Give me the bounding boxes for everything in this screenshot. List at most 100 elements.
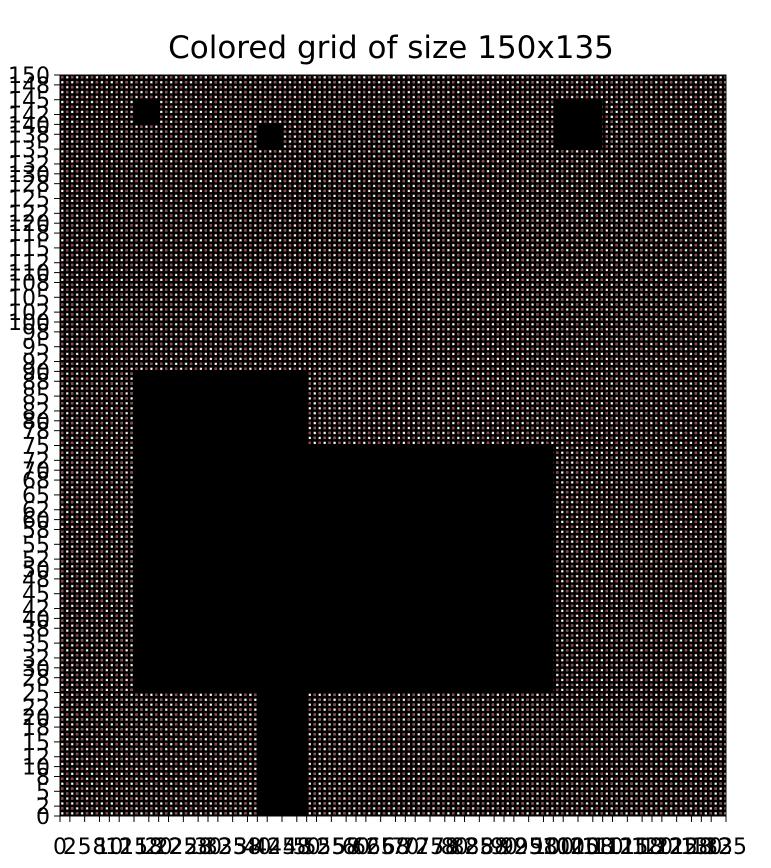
y-tick-label: 60 <box>22 509 50 534</box>
x-tick-label: 40 <box>243 835 271 860</box>
y-tick-label: 80 <box>22 410 50 435</box>
x-tick-label: 90 <box>490 835 518 860</box>
y-tick-label: 25 <box>22 682 50 707</box>
x-tick-label: 120 <box>631 835 673 860</box>
black-blocks <box>134 99 603 816</box>
x-tick-label: 18 <box>135 835 163 860</box>
x-tick-label: 85 <box>465 835 493 860</box>
y-tick-label: 30 <box>22 657 50 682</box>
black-block <box>257 692 307 816</box>
x-tick-label: 62 <box>352 835 380 860</box>
y-tick-label: 2 <box>36 795 50 820</box>
y-tick-label: 112 <box>8 252 50 277</box>
x-tick-label: 105 <box>557 835 599 860</box>
x-tick-label: 2 <box>63 835 77 860</box>
y-tick-label: 52 <box>22 548 50 573</box>
x-tick-label: 42 <box>253 835 281 860</box>
black-block <box>134 99 159 125</box>
y-tick-label: 12 <box>22 746 50 771</box>
plot-area <box>59 74 727 817</box>
x-tick-label: 30 <box>194 835 222 860</box>
y-tick-label: 92 <box>22 351 50 376</box>
x-axis: 02 5 8101215182022252830323538404245485052… <box>53 816 747 860</box>
y-tick-label: 110 <box>8 262 50 287</box>
x-tick-label: 115 <box>606 835 648 860</box>
x-tick-label: 122 <box>641 835 683 860</box>
x-tick-label: 68 <box>381 835 409 860</box>
y-tick-label: 125 <box>8 188 50 213</box>
y-tick-label: 5 <box>36 780 50 805</box>
y-tick-label: 140 <box>8 113 50 138</box>
y-tick-label: 48 <box>22 568 50 593</box>
x-tick-label: 65 <box>367 835 395 860</box>
y-tick-label: 130 <box>8 163 50 188</box>
y-tick-label: 120 <box>8 212 50 237</box>
y-tick-label: 150 <box>8 64 50 89</box>
x-tick-label: 70 <box>391 835 419 860</box>
y-tick-label: 75 <box>22 435 50 460</box>
x-tick-label: 132 <box>690 835 732 860</box>
x-tick-label: 98 <box>529 835 557 860</box>
y-tick-label: 128 <box>8 173 50 198</box>
y-tick-label: 90 <box>22 360 50 385</box>
y-tick-label: 135 <box>8 138 50 163</box>
x-tick-label: 100 <box>532 835 574 860</box>
x-tick-label: 50 <box>293 835 321 860</box>
x-tick-label: 92 <box>500 835 528 860</box>
y-tick-label: 72 <box>22 449 50 474</box>
y-tick-label: 55 <box>22 533 50 558</box>
x-tick-label: 72 <box>401 835 429 860</box>
x-tick-label: 125 <box>656 835 698 860</box>
x-tick-label: 135 <box>705 835 747 860</box>
x-tick-label: 15 <box>120 835 148 860</box>
y-tick-label: 88 <box>22 370 50 395</box>
y-tick-label: 115 <box>8 237 50 262</box>
x-tick-label: 82 <box>451 835 479 860</box>
y-tick-label: 105 <box>8 286 50 311</box>
x-tick-label: 118 <box>621 835 663 860</box>
y-tick-label: 62 <box>22 499 50 524</box>
y-tick-label: 108 <box>8 271 50 296</box>
y-tick-label: 20 <box>22 706 50 731</box>
x-tick-label: 128 <box>670 835 712 860</box>
y-tick-label: 58 <box>22 518 50 543</box>
y-axis: 0258101215182022252830323538404245485052… <box>8 64 60 830</box>
x-tick-label: 52 <box>303 835 331 860</box>
y-tick-label: 102 <box>8 301 50 326</box>
y-tick-label: 0 <box>36 805 50 830</box>
x-tick-label: 75 <box>416 835 444 860</box>
x-tick-label: 88 <box>480 835 508 860</box>
x-tick-label: 5 <box>78 835 92 860</box>
y-tick-label: 85 <box>22 385 50 410</box>
x-tick-label: 48 <box>283 835 311 860</box>
y-tick-label: 78 <box>22 420 50 445</box>
x-tick-label: 55 <box>317 835 345 860</box>
y-tick-label: 138 <box>8 123 50 148</box>
black-block <box>257 124 282 150</box>
y-tick-label: 50 <box>22 558 50 583</box>
y-tick-label: 15 <box>22 731 50 756</box>
chart-title: Colored grid of size 150x135 <box>168 30 614 66</box>
y-tick-label: 40 <box>22 607 50 632</box>
black-block <box>134 371 307 693</box>
y-tick-label: 42 <box>22 598 50 623</box>
x-tick-label: 10 <box>95 835 123 860</box>
y-tick-label: 45 <box>22 583 50 608</box>
x-tick-label: 35 <box>219 835 247 860</box>
x-tick-label: 58 <box>332 835 360 860</box>
y-tick-label: 10 <box>22 756 50 781</box>
x-tick-label: 22 <box>155 835 183 860</box>
x-tick-label: 80 <box>441 835 469 860</box>
y-tick-label: 142 <box>8 104 50 129</box>
y-tick-label: 100 <box>8 311 50 336</box>
x-tick-label: 25 <box>169 835 197 860</box>
y-tick-label: 70 <box>22 459 50 484</box>
x-tick-label: 108 <box>572 835 614 860</box>
x-tick-label: 110 <box>582 835 624 860</box>
x-tick-label: 60 <box>342 835 370 860</box>
y-tick-label: 95 <box>22 336 50 361</box>
x-tick-label: 12 <box>105 835 133 860</box>
y-tick-label: 132 <box>8 153 50 178</box>
x-tick-label: 8 <box>92 835 106 860</box>
